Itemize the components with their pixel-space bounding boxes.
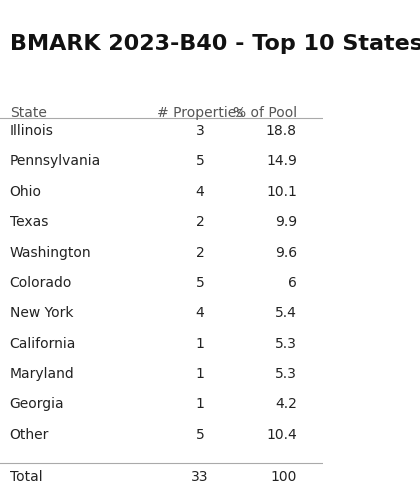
- Text: Georgia: Georgia: [10, 397, 64, 412]
- Text: 10.1: 10.1: [266, 185, 297, 199]
- Text: 5: 5: [196, 276, 205, 290]
- Text: Maryland: Maryland: [10, 367, 74, 381]
- Text: Colorado: Colorado: [10, 276, 72, 290]
- Text: Other: Other: [10, 428, 49, 442]
- Text: 10.4: 10.4: [266, 428, 297, 442]
- Text: BMARK 2023-B40 - Top 10 States: BMARK 2023-B40 - Top 10 States: [10, 34, 420, 54]
- Text: Illinois: Illinois: [10, 124, 54, 138]
- Text: # Properties: # Properties: [157, 106, 243, 120]
- Text: New York: New York: [10, 306, 73, 320]
- Text: 9.6: 9.6: [275, 245, 297, 260]
- Text: 4: 4: [196, 185, 205, 199]
- Text: 5.3: 5.3: [275, 337, 297, 351]
- Text: 5: 5: [196, 154, 205, 169]
- Text: 4.2: 4.2: [275, 397, 297, 412]
- Text: 6: 6: [288, 276, 297, 290]
- Text: 5.3: 5.3: [275, 367, 297, 381]
- Text: 18.8: 18.8: [266, 124, 297, 138]
- Text: 2: 2: [196, 215, 205, 229]
- Text: State: State: [10, 106, 47, 120]
- Text: 14.9: 14.9: [266, 154, 297, 169]
- Text: 5: 5: [196, 428, 205, 442]
- Text: 1: 1: [196, 367, 205, 381]
- Text: 4: 4: [196, 306, 205, 320]
- Text: 9.9: 9.9: [275, 215, 297, 229]
- Text: 5.4: 5.4: [275, 306, 297, 320]
- Text: 1: 1: [196, 337, 205, 351]
- Text: 33: 33: [192, 470, 209, 484]
- Text: Pennsylvania: Pennsylvania: [10, 154, 101, 169]
- Text: California: California: [10, 337, 76, 351]
- Text: Ohio: Ohio: [10, 185, 42, 199]
- Text: Washington: Washington: [10, 245, 91, 260]
- Text: 3: 3: [196, 124, 205, 138]
- Text: Texas: Texas: [10, 215, 48, 229]
- Text: 2: 2: [196, 245, 205, 260]
- Text: Total: Total: [10, 470, 42, 484]
- Text: % of Pool: % of Pool: [233, 106, 297, 120]
- Text: 100: 100: [270, 470, 297, 484]
- Text: 1: 1: [196, 397, 205, 412]
